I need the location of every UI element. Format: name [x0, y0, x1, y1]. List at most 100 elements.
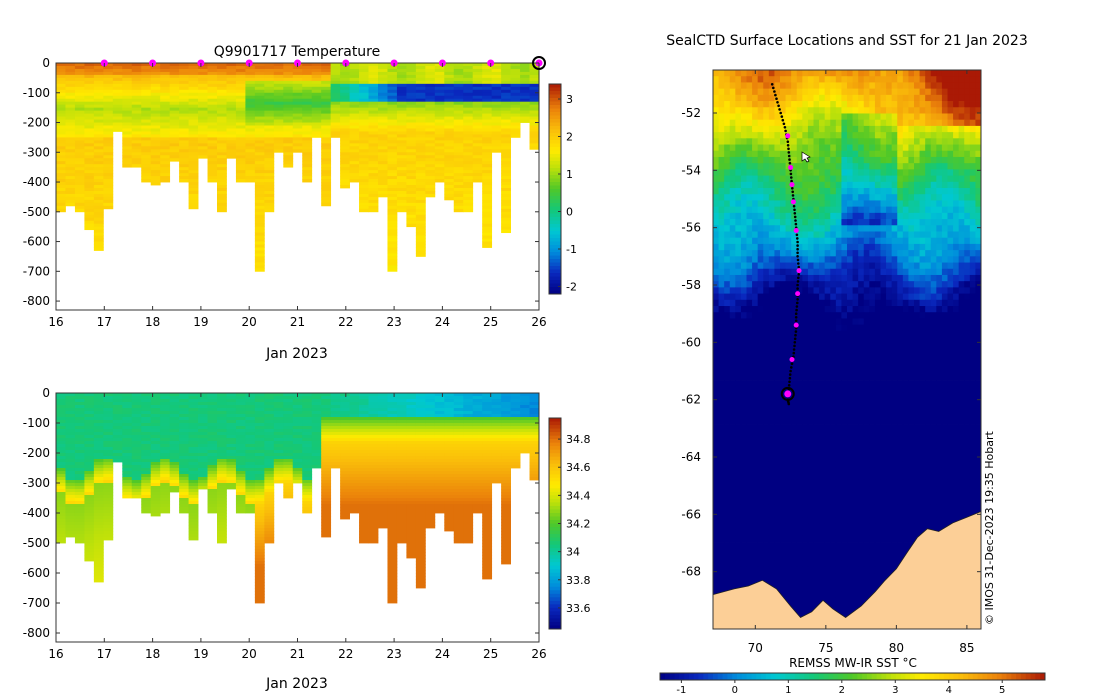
salinity-cell	[179, 465, 189, 469]
salinity-cell	[340, 411, 350, 415]
temperature-cell	[378, 65, 388, 70]
temperature-cell	[217, 202, 227, 207]
sst-cell	[919, 94, 926, 102]
salinity-cell	[359, 480, 369, 484]
temperature-cell	[387, 256, 398, 260]
temperature-cell	[283, 149, 294, 153]
temperature-cell	[472, 149, 483, 153]
salinity-cell	[141, 504, 152, 508]
salinity-cell	[463, 423, 474, 427]
temperature-cell	[510, 74, 521, 79]
salinity-cell	[235, 420, 246, 424]
salinity-cell	[378, 513, 388, 517]
salinity-cell	[501, 528, 511, 532]
salinity-cell	[235, 462, 246, 466]
temperature-cell	[84, 220, 95, 225]
temperature-cell	[160, 95, 171, 100]
temperature-cell	[520, 74, 530, 79]
temperature-cell	[349, 119, 360, 123]
salinity-cell	[368, 516, 379, 520]
temperature-cell	[188, 152, 199, 156]
temperature-cell	[84, 185, 95, 189]
temperature-cell	[425, 155, 436, 159]
temperature-cell	[472, 63, 483, 67]
temperature-cell	[65, 86, 76, 91]
temperature-cell	[207, 110, 218, 114]
temperature-cell	[245, 80, 256, 85]
salinity-cell	[368, 426, 379, 430]
salinity-cell	[198, 438, 208, 442]
temperature-cell	[453, 101, 464, 106]
temperature-cell	[65, 193, 76, 198]
salinity-cell	[179, 402, 189, 406]
salinity-cell	[510, 435, 521, 439]
sst-cell	[930, 101, 937, 108]
salinity-cell	[207, 489, 218, 493]
temperature-cell	[74, 95, 85, 100]
temperature-cell	[434, 152, 445, 156]
salinity-cell	[292, 432, 303, 436]
salinity-cell	[283, 435, 294, 439]
salinity-cell	[425, 471, 436, 475]
salinity-cell	[254, 510, 265, 514]
temperature-cell	[141, 128, 152, 132]
salinity-colorbar-segment	[549, 509, 561, 514]
temperature-cell	[160, 137, 171, 141]
salinity-cell	[169, 444, 180, 448]
temperature-cell	[425, 71, 436, 76]
temperature-cell	[264, 77, 275, 82]
temperature-cell	[254, 161, 265, 165]
salinity-cell	[273, 450, 284, 454]
salinity-cell	[463, 396, 474, 400]
salinity-cell	[396, 507, 407, 511]
salinity-cell	[169, 450, 180, 454]
salinity-cell	[387, 435, 398, 439]
sst-cell	[919, 70, 926, 77]
salinity-cell	[160, 444, 171, 448]
sst-cell	[740, 101, 747, 108]
temperature-cell	[415, 167, 426, 171]
temperature-cell	[396, 128, 407, 132]
sst-cell	[768, 94, 775, 102]
salinity-cell	[207, 441, 218, 445]
temperature-cell	[254, 235, 265, 239]
salinity-cell	[406, 471, 417, 475]
salinity-cell	[453, 447, 464, 451]
temperature-cell	[415, 119, 426, 123]
salinity-cell	[264, 411, 275, 415]
temperature-colorbar-segment	[549, 206, 561, 211]
temperature-cell	[406, 95, 417, 100]
sst-cell	[752, 94, 759, 102]
sst-cell	[958, 82, 965, 90]
temperature-cell	[396, 140, 407, 144]
salinity-cell	[396, 513, 407, 517]
salinity-cell	[65, 405, 76, 409]
temperature-cell	[472, 176, 483, 180]
salinity-cell	[349, 495, 360, 499]
sst-cell	[729, 82, 736, 90]
salinity-cell	[283, 477, 294, 481]
temperature-cell	[359, 137, 369, 141]
salinity-cell	[406, 417, 417, 421]
salinity-cell	[482, 567, 493, 571]
temperature-cell	[198, 80, 208, 85]
temperature-cell	[122, 134, 133, 138]
temperature-cell	[179, 65, 189, 70]
temperature-cell	[415, 247, 426, 251]
salinity-cell	[349, 393, 360, 397]
salinity-cell	[529, 438, 540, 442]
sst-cell	[964, 76, 971, 83]
salinity-cell	[56, 513, 66, 517]
temperature-cell	[179, 101, 189, 106]
salinity-cell	[283, 402, 294, 406]
temperature-cell	[387, 140, 398, 144]
temperature-cell	[226, 137, 237, 141]
temperature-cell	[340, 137, 350, 141]
salinity-colorbar-segment	[549, 512, 561, 517]
temperature-cell	[453, 110, 464, 114]
salinity-cell	[84, 525, 95, 529]
temperature-cell	[141, 131, 152, 135]
temperature-cell	[264, 176, 275, 180]
temperature-cell	[387, 232, 398, 237]
temperature-cell	[207, 167, 218, 171]
